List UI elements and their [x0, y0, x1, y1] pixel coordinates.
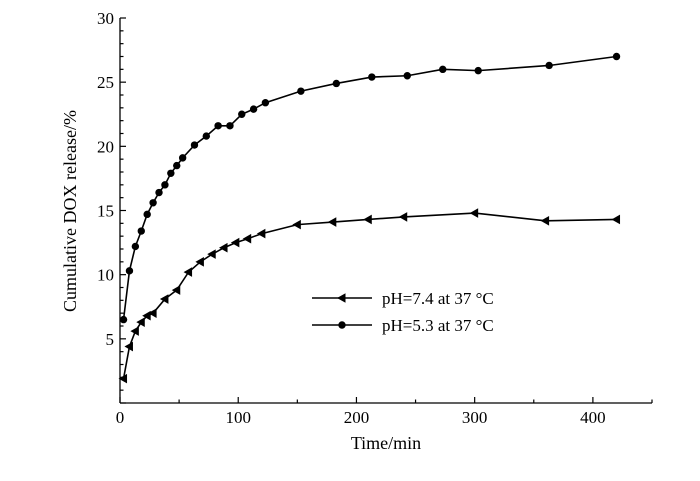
y-tick-label: 15	[97, 202, 114, 221]
triangle-marker	[230, 237, 240, 248]
y-tick-label: 30	[97, 9, 114, 28]
series-line	[122, 212, 617, 379]
circle-marker	[474, 66, 482, 75]
circle-marker	[338, 321, 346, 329]
circle-marker	[403, 72, 411, 80]
legend: pH=7.4 at 37 °C pH=5.3 at 37 °C	[312, 289, 494, 335]
circle-marker	[190, 141, 199, 149]
circle-marker	[125, 267, 134, 275]
triangle-marker	[540, 215, 550, 226]
circle-marker	[155, 188, 163, 197]
axis-ticks: 0 100 200 300 400 5 10 15 20 25 30	[97, 9, 653, 427]
triangle-marker	[130, 326, 139, 336]
legend-entry: pH=5.3 at 37 °C	[312, 316, 494, 335]
triangle-marker	[171, 285, 181, 295]
y-axis-label: Cumulative DOX release/%	[60, 110, 80, 312]
y-tick-label: 5	[106, 330, 115, 349]
series-line	[122, 55, 617, 320]
series-1	[118, 208, 621, 384]
x-tick-label: 300	[462, 408, 488, 427]
x-tick-label: 100	[225, 408, 251, 427]
triangle-marker	[398, 212, 408, 222]
circle-marker	[226, 122, 234, 130]
circle-marker	[161, 181, 169, 189]
triangle-marker	[207, 249, 216, 259]
legend-label: pH=5.3 at 37 °C	[382, 316, 494, 335]
circle-marker	[173, 161, 181, 170]
triangle-marker	[124, 341, 133, 352]
triangle-marker	[148, 308, 157, 318]
triangle-marker	[242, 233, 252, 244]
circle-marker	[131, 242, 140, 251]
circle-marker	[137, 227, 145, 235]
triangle-marker	[136, 317, 145, 327]
triangle-marker	[219, 242, 228, 253]
triangle-marker	[469, 208, 479, 218]
triangle-marker	[159, 294, 169, 304]
circle-marker	[167, 169, 175, 177]
circle-marker	[214, 122, 222, 130]
y-tick-label: 20	[97, 137, 114, 156]
y-tick-label: 10	[97, 266, 114, 285]
circle-marker	[249, 105, 258, 113]
circle-marker	[119, 315, 128, 324]
triangle-marker	[327, 217, 337, 227]
y-tick-label: 25	[97, 73, 114, 92]
legend-label: pH=7.4 at 37 °C	[382, 289, 494, 308]
x-tick-label: 0	[116, 408, 125, 427]
circle-marker	[149, 199, 157, 207]
legend-entry: pH=7.4 at 37 °C	[312, 289, 494, 308]
triangle-marker	[256, 228, 266, 239]
series-2	[119, 52, 621, 324]
triangle-marker	[183, 267, 193, 277]
triangle-marker	[292, 219, 301, 230]
circle-marker	[368, 73, 376, 81]
triangle-marker	[118, 373, 128, 384]
circle-marker	[612, 52, 621, 61]
circle-marker	[178, 154, 187, 162]
series-layer	[118, 52, 621, 384]
triangle-marker	[195, 257, 204, 267]
circle-marker	[202, 132, 211, 140]
x-tick-label: 200	[344, 408, 370, 427]
x-axis-label: Time/min	[351, 433, 421, 453]
triangle-marker	[363, 214, 372, 225]
circle-marker	[297, 87, 305, 95]
circle-marker	[439, 65, 447, 74]
triangle-marker	[337, 293, 346, 303]
triangle-marker	[611, 214, 621, 225]
circle-marker	[545, 61, 553, 70]
x-tick-label: 400	[580, 408, 606, 427]
circle-marker	[238, 110, 246, 118]
circle-marker	[261, 99, 270, 107]
circle-marker	[332, 79, 341, 88]
circle-marker	[143, 210, 151, 219]
